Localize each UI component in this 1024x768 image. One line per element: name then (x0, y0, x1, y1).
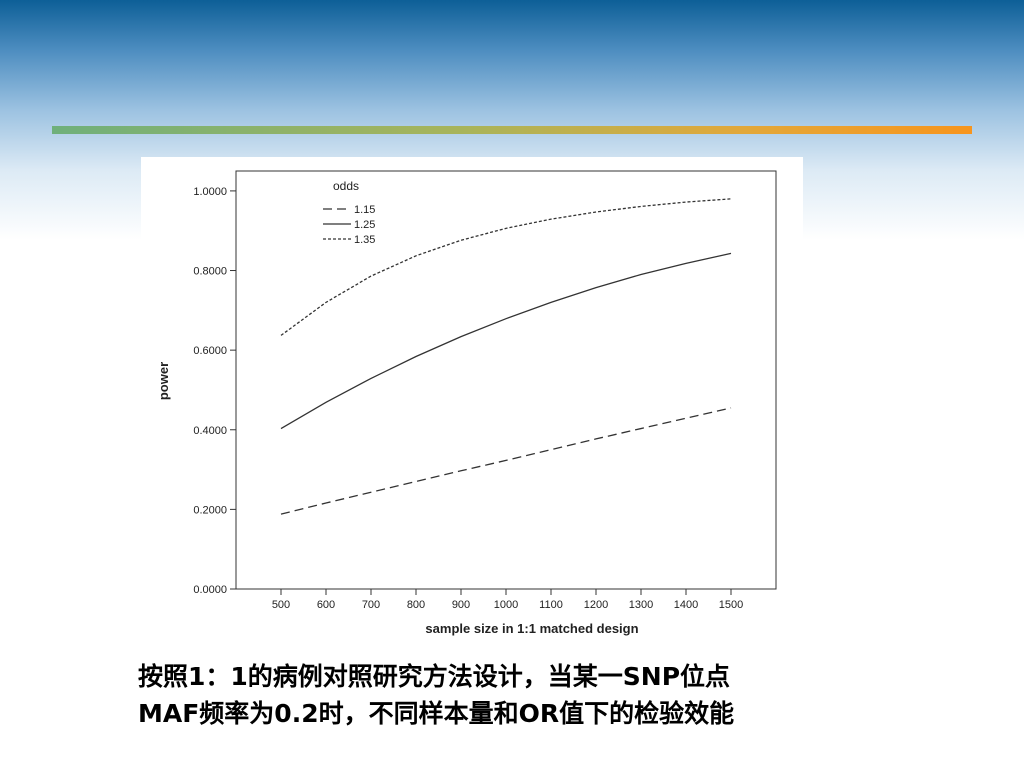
y-tick-label: 0.2000 (193, 504, 227, 516)
legend-label: 1.15 (354, 204, 375, 216)
series-layer (280, 198, 732, 515)
y-tick-label: 0.4000 (193, 425, 227, 437)
y-tick-label: 0.0000 (193, 584, 227, 596)
y-tick-label: 1.0000 (193, 186, 227, 198)
x-axis: 500 600 700 800 900 1000 1100 1200 1300 1400 1500 (272, 589, 743, 611)
series-line-1-35 (280, 198, 732, 336)
x-tick-label: 500 (272, 599, 290, 611)
series-line-1-15 (280, 407, 732, 515)
caption-line-2: MAF频率为0.2时，不同样本量和OR值下的检验效能 (138, 699, 735, 728)
x-tick-label: 700 (362, 599, 380, 611)
y-axis-label: power (156, 362, 171, 400)
plot-frame (235, 170, 777, 590)
power-line-chart: 0.0000 0.2000 0.4000 0.6000 0.8000 1.0000 500… (156, 170, 777, 636)
accent-divider-bar (52, 126, 972, 134)
y-tick-label: 0.8000 (193, 266, 227, 278)
series-line-1-25 (280, 252, 732, 430)
x-axis-label: sample size in 1:1 matched design (425, 621, 638, 636)
legend-label: 1.25 (354, 219, 375, 231)
legend-title: odds (333, 179, 359, 193)
chart-panel: 0.0000 0.2000 0.4000 0.6000 0.8000 1.0000 500… (141, 157, 803, 640)
legend: odds 1.15 1.25 1.35 (323, 179, 375, 246)
x-tick-label: 1000 (494, 599, 518, 611)
y-axis: 0.0000 0.2000 0.4000 0.6000 0.8000 1.0000 (193, 186, 236, 596)
y-tick-label: 0.6000 (193, 345, 227, 357)
x-tick-label: 600 (317, 599, 335, 611)
x-tick-label: 800 (407, 599, 425, 611)
slide-caption: 按照1：1的病例对照研究方法设计，当某一SNP位点 MAF频率为0.2时，不同样… (138, 658, 938, 732)
x-tick-label: 900 (452, 599, 470, 611)
caption-line-1: 按照1：1的病例对照研究方法设计，当某一SNP位点 (138, 662, 731, 691)
legend-label: 1.35 (354, 234, 375, 246)
x-tick-label: 1200 (584, 599, 608, 611)
x-tick-label: 1300 (629, 599, 653, 611)
x-tick-label: 1400 (674, 599, 698, 611)
x-tick-label: 1500 (719, 599, 743, 611)
x-tick-label: 1100 (539, 599, 563, 611)
